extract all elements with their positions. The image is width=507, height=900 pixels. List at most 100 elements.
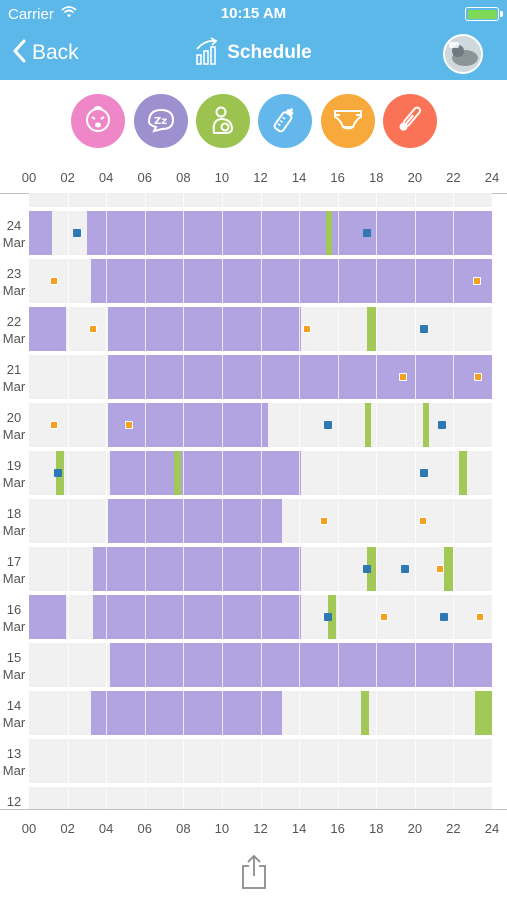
day-row[interactable]: 21 Mar — [0, 355, 507, 399]
bottle-marker[interactable] — [437, 421, 446, 429]
sleep-segment[interactable] — [108, 403, 269, 447]
grid-line — [67, 595, 69, 639]
day-track[interactable] — [29, 403, 492, 447]
diaper-marker[interactable] — [50, 277, 59, 285]
diaper-marker[interactable] — [399, 373, 408, 381]
back-button[interactable]: Back — [12, 37, 79, 69]
sleep-segment[interactable] — [29, 307, 66, 351]
sleep-segment[interactable] — [108, 307, 301, 351]
sleep-segment[interactable] — [90, 259, 492, 303]
day-row[interactable]: 18 Mar — [0, 499, 507, 543]
share-button[interactable] — [239, 854, 269, 895]
day-row[interactable]: 23 Mar — [0, 259, 507, 303]
feeding-segment[interactable] — [459, 451, 467, 495]
day-row[interactable]: 15 Mar — [0, 643, 507, 687]
sleep-segment[interactable] — [92, 547, 301, 591]
day-number: 17 — [6, 554, 22, 569]
hour-tick: 06 — [137, 170, 152, 185]
diaper-marker[interactable] — [472, 277, 481, 285]
feeding-segment[interactable] — [360, 691, 369, 735]
sleep-segment[interactable] — [110, 643, 492, 687]
day-track[interactable] — [29, 643, 492, 687]
diaper-category-button[interactable] — [321, 94, 375, 148]
feeding-segment[interactable] — [422, 403, 429, 447]
day-track[interactable] — [29, 547, 492, 591]
bottle-marker[interactable] — [53, 469, 62, 477]
bottle-category-button[interactable] — [258, 94, 312, 148]
bottle-marker[interactable] — [439, 613, 448, 621]
diaper-marker[interactable] — [88, 325, 97, 333]
sleep-segment[interactable] — [108, 499, 282, 543]
sleep-category-button[interactable]: Zz — [134, 94, 188, 148]
diaper-marker[interactable] — [125, 421, 134, 429]
bottle-marker[interactable] — [324, 613, 333, 621]
day-track[interactable] — [29, 211, 492, 255]
diaper-marker[interactable] — [418, 517, 427, 525]
day-label: 13 Mar — [0, 745, 28, 779]
baby-avatar[interactable] — [443, 34, 483, 74]
diaper-marker[interactable] — [435, 565, 444, 573]
feeding-segment[interactable] — [443, 547, 454, 591]
day-number: 18 — [6, 506, 22, 521]
sleep-icon: Zz — [144, 102, 178, 141]
day-row[interactable]: 16 Mar — [0, 595, 507, 639]
diaper-marker[interactable] — [320, 517, 329, 525]
day-track[interactable] — [29, 739, 492, 783]
sleep-segment[interactable] — [110, 451, 301, 495]
sleep-segment[interactable] — [29, 211, 53, 255]
day-track[interactable] — [29, 691, 492, 735]
diaper-marker[interactable] — [379, 613, 388, 621]
day-row[interactable]: Mar — [0, 193, 507, 207]
bottle-marker[interactable] — [73, 229, 82, 237]
feeding-segment[interactable] — [326, 211, 333, 255]
bottle-marker[interactable] — [324, 421, 333, 429]
feeding-segment[interactable] — [366, 547, 377, 591]
crying-baby-category-button[interactable] — [71, 94, 125, 148]
day-row[interactable]: 24 Mar — [0, 211, 507, 255]
grid-line — [376, 691, 378, 735]
sleep-segment[interactable] — [29, 595, 66, 639]
sleep-segment[interactable] — [90, 691, 282, 735]
bottle-marker[interactable] — [362, 229, 371, 237]
sleep-segment[interactable] — [92, 595, 301, 639]
day-track[interactable] — [29, 193, 492, 207]
diaper-marker[interactable] — [476, 613, 485, 621]
grid-line — [414, 193, 416, 207]
feeding-segment[interactable] — [173, 451, 182, 495]
day-row[interactable]: 12Mar — [0, 787, 507, 809]
day-row[interactable]: 14 Mar — [0, 691, 507, 735]
feeding-segment[interactable] — [474, 691, 492, 735]
diaper-marker[interactable] — [474, 373, 483, 381]
feeding-segment[interactable] — [364, 403, 371, 447]
day-row[interactable]: 22 Mar — [0, 307, 507, 351]
grid-line — [337, 211, 339, 255]
feeding-category-button[interactable] — [196, 94, 250, 148]
schedule-grid[interactable]: Mar24Mar23Mar22Mar21Mar20Mar19Mar18Mar17… — [0, 193, 507, 809]
day-track[interactable] — [29, 499, 492, 543]
diaper-marker[interactable] — [302, 325, 311, 333]
day-track[interactable] — [29, 307, 492, 351]
diaper-marker[interactable] — [50, 421, 59, 429]
day-track[interactable] — [29, 451, 492, 495]
day-track[interactable] — [29, 355, 492, 399]
day-track[interactable] — [29, 595, 492, 639]
grid-line — [299, 451, 301, 495]
day-track[interactable] — [29, 259, 492, 303]
grid-line — [221, 259, 223, 303]
grid-line — [260, 499, 262, 543]
bottle-marker[interactable] — [401, 565, 410, 573]
thermometer-category-button[interactable] — [383, 94, 437, 148]
day-row[interactable]: 13 Mar — [0, 739, 507, 783]
day-track[interactable] — [29, 787, 492, 809]
bottle-marker[interactable] — [420, 469, 429, 477]
grid-line — [414, 307, 416, 351]
grid-line — [260, 691, 262, 735]
bottle-marker[interactable] — [420, 325, 429, 333]
bottle-marker[interactable] — [362, 565, 371, 573]
day-row[interactable]: 17 Mar — [0, 547, 507, 591]
grid-line — [67, 355, 69, 399]
day-row[interactable]: 20 Mar — [0, 403, 507, 447]
day-row[interactable]: 19 Mar — [0, 451, 507, 495]
sleep-segment[interactable] — [86, 211, 492, 255]
feeding-segment[interactable] — [366, 307, 377, 351]
